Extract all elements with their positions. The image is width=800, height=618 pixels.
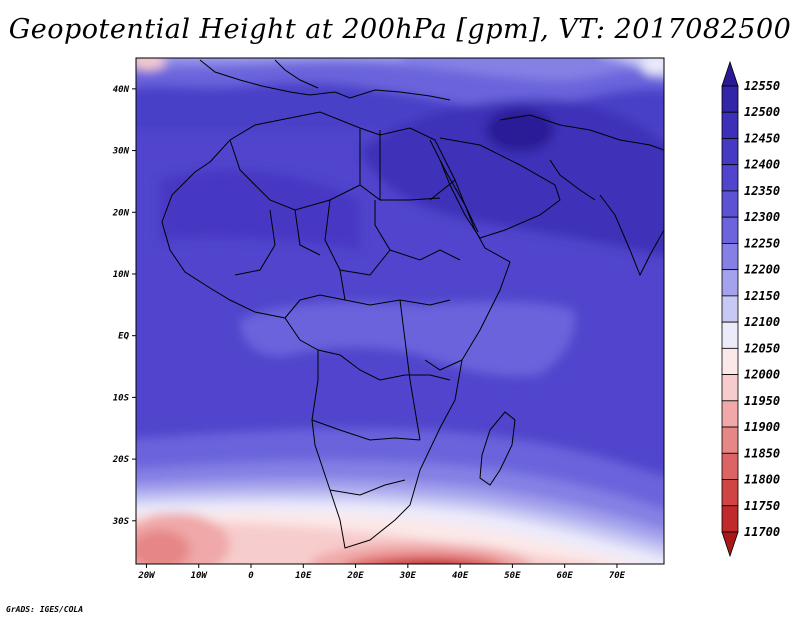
lat-tick-label: EQ: [118, 332, 129, 342]
lat-tick-label: 10N: [113, 270, 130, 280]
colorbar-level-label: 12500: [744, 105, 780, 119]
colorbar-swatch: [721, 295, 739, 323]
colorbar-level-label: 12250: [744, 236, 780, 250]
colorbar-level-label: 12300: [744, 210, 780, 224]
colorbar-swatch: [721, 321, 739, 349]
lat-tick-label: 10S: [113, 393, 130, 403]
lon-tick-label: 70E: [609, 571, 626, 581]
colorbar-level-label: 12100: [744, 315, 780, 329]
lat-tick-label: 30N: [112, 147, 130, 157]
colorbar-level-label: 12150: [744, 289, 780, 303]
colorbar-swatch: [721, 190, 739, 218]
lat-tick-label: 30S: [112, 517, 130, 527]
colorbar-level-label: 11750: [744, 499, 780, 513]
colorbar-level-label: 11900: [744, 420, 780, 434]
colorbar-swatch: [721, 111, 739, 139]
latitude-ticks: 40N 30N 20N 10N EQ 10S 20S 30S: [112, 85, 136, 527]
colorbar-swatch: [721, 216, 739, 244]
height-field: [136, 58, 664, 564]
colorbar-swatch: [721, 426, 739, 454]
colorbar-level-label: 12550: [744, 79, 780, 93]
colorbar-level-label: 12350: [744, 184, 780, 198]
colorbar-level-label: 11800: [744, 473, 780, 487]
colorbar-level-label: 12400: [744, 158, 780, 172]
colorbar-swatch: [721, 452, 739, 480]
colorbar-swatch: [721, 243, 739, 271]
colorbar-swatch: [721, 479, 739, 507]
map-title: Geopotential Height at 200hPa [gpm], VT:…: [8, 14, 792, 45]
colorbar-swatch: [721, 347, 739, 375]
colorbar: 12550 12500 12450 12400 12350 12300 12250 12200…: [721, 60, 780, 558]
colorbar-swatch: [721, 269, 739, 297]
lon-tick-label: 10W: [191, 571, 209, 581]
lon-tick-label: 40E: [452, 571, 469, 581]
colorbar-level-label: 12000: [744, 368, 780, 382]
colorbar-level-label: 12050: [744, 341, 780, 355]
colorbar-swatch: [721, 164, 739, 192]
colorbar-level-label: 12450: [744, 131, 780, 145]
colorbar-swatch: [721, 505, 739, 533]
lon-tick-label: 20W: [137, 571, 156, 581]
map-frame: [135, 57, 665, 565]
colorbar-level-label: 11950: [744, 394, 780, 408]
longitude-ticks: 20W 10W 0 10E 20E 30E 40E 50E 60E 70E: [137, 564, 626, 581]
colorbar-swatch: [721, 85, 739, 113]
colorbar-swatch: [721, 374, 739, 402]
coastlines: [161, 59, 664, 549]
colorbar-level-label: 11850: [744, 446, 780, 460]
colorbar-level-label: 11700: [744, 525, 780, 539]
lon-tick-label: 10E: [295, 571, 312, 581]
lon-tick-label: 30E: [399, 571, 417, 581]
colorbar-swatch: [721, 400, 739, 428]
lat-tick-label: 40N: [113, 85, 130, 95]
colorbar-level-label: 12200: [744, 263, 780, 277]
lon-tick-label: 60E: [557, 571, 574, 581]
colorbar-bottom-arrow: [721, 531, 739, 558]
grads-credit: GrADS: IGES/COLA: [6, 605, 84, 614]
colorbar-swatch: [721, 138, 739, 166]
lat-tick-label: 20N: [112, 208, 130, 218]
lat-tick-label: 20S: [112, 455, 130, 465]
lon-tick-label: 20E: [346, 571, 364, 581]
lon-tick-label: 50E: [504, 571, 521, 581]
colorbar-top-arrow: [721, 60, 739, 87]
lon-tick-label: 0: [248, 571, 254, 581]
